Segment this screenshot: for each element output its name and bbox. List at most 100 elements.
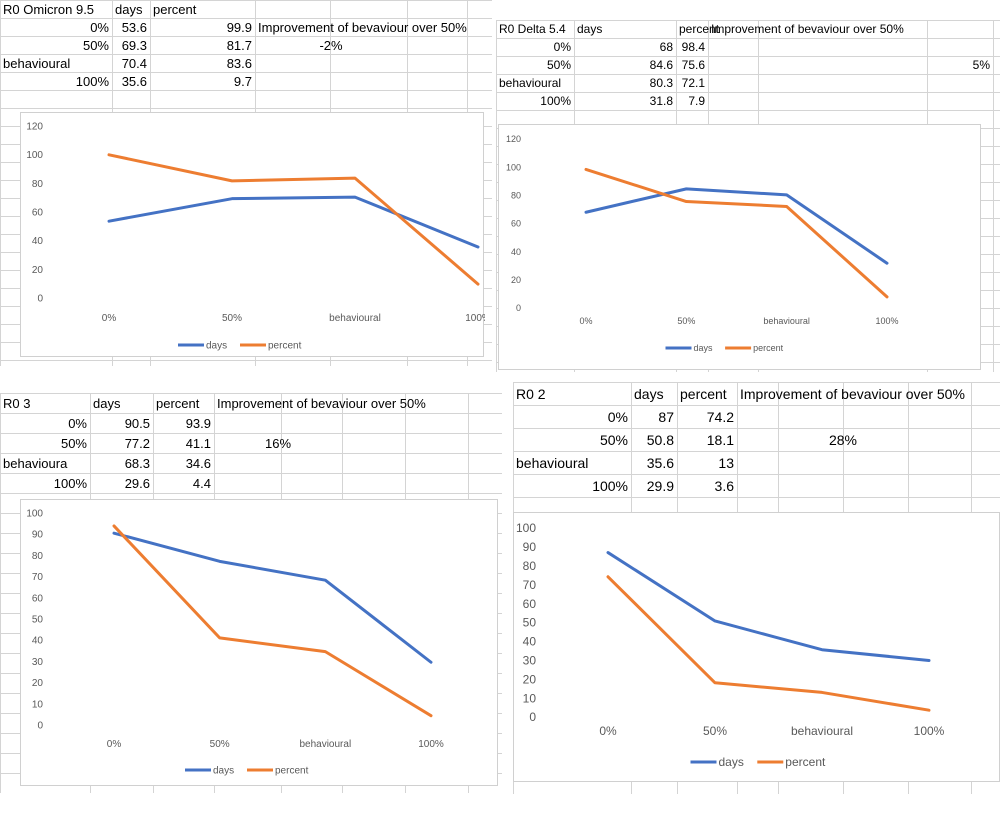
y-tick-label: 120 xyxy=(26,122,43,133)
row-label: 100% xyxy=(75,74,109,89)
col-header-days: days xyxy=(577,22,603,36)
legend-label-days: days xyxy=(694,343,714,353)
row-label: 0% xyxy=(68,416,87,431)
y-tick-label: 80 xyxy=(523,559,537,573)
series-line-days[interactable] xyxy=(107,195,480,249)
improvement-note: Improvement of bevaviour over 50% xyxy=(258,20,467,35)
row-label: 100% xyxy=(592,478,628,494)
cell-percent: 99.9 xyxy=(226,20,252,35)
y-tick-label: 120 xyxy=(506,134,521,144)
cell-days: 29.9 xyxy=(646,478,674,494)
col-header-days: days xyxy=(115,2,143,17)
cell-percent: 98.4 xyxy=(681,40,705,54)
y-tick-label: 20 xyxy=(32,265,44,276)
cell-percent: 3.6 xyxy=(714,478,734,494)
legend-label-percent: percent xyxy=(753,343,784,353)
row-label: behavioural xyxy=(516,455,589,471)
table-title: R0 Omicron 9.5 xyxy=(3,2,95,17)
improvement-note: Improvement of bevaviour over 50% xyxy=(740,386,965,402)
legend-label-percent: percent xyxy=(785,755,826,769)
line-chart[interactable]: 0 20 40 60 80 100 120 0% 50% behavioural 100% days p… xyxy=(20,112,485,357)
y-tick-label: 40 xyxy=(32,636,44,647)
legend-label-days: days xyxy=(719,755,744,769)
cell-percent: 72.1 xyxy=(681,76,705,90)
x-category-label: 50% xyxy=(677,316,695,326)
y-tick-label: 0 xyxy=(529,710,536,724)
cell-days: 35.6 xyxy=(121,74,147,89)
cell-days: 35.6 xyxy=(646,455,674,471)
legend-label-percent: percent xyxy=(268,341,302,352)
cell-percent: 13 xyxy=(718,455,734,471)
y-tick-label: 80 xyxy=(511,190,521,200)
cell-percent: 83.6 xyxy=(226,56,252,71)
y-tick-label: 60 xyxy=(511,219,521,229)
series-line-days[interactable] xyxy=(112,531,433,664)
series-line-percent[interactable] xyxy=(112,524,433,718)
legend-label-percent: percent xyxy=(275,766,309,777)
x-category-label: 0% xyxy=(102,313,117,324)
row-label: 100% xyxy=(53,476,87,491)
x-category-label: 100% xyxy=(875,316,898,326)
cell-days: 31.8 xyxy=(649,94,673,108)
x-category-label: 100% xyxy=(914,724,945,738)
cell-days: 68.3 xyxy=(124,456,150,471)
y-tick-label: 40 xyxy=(32,236,44,247)
cell-days: 84.6 xyxy=(649,58,673,72)
legend-label-days: days xyxy=(213,766,234,777)
improvement-note: Improvement of bevaviour over 50% xyxy=(217,396,426,411)
chart-svg: 0 10 20 30 40 50 60 70 80 90 100 0% 50% behavioural 10… xyxy=(516,521,945,769)
y-tick-label: 0 xyxy=(37,721,43,732)
col-header-percent: percent xyxy=(679,22,720,36)
cell-days: 53.6 xyxy=(121,20,147,35)
cell-days: 77.2 xyxy=(124,436,150,451)
cell-days: 69.3 xyxy=(121,38,147,53)
improvement-value: -2% xyxy=(319,38,343,53)
y-tick-label: 0 xyxy=(516,303,521,313)
y-tick-label: 20 xyxy=(523,672,537,686)
col-header-days: days xyxy=(634,386,664,402)
chart-svg: 0 20 40 60 80 100 120 0% 50% behavioural 100% days p… xyxy=(506,134,899,353)
x-category-label: 0% xyxy=(579,316,592,326)
cell-days: 80.3 xyxy=(649,76,673,90)
line-chart[interactable]: 0 10 20 30 40 50 60 70 80 90 100 0% 50% behavioural 10… xyxy=(513,512,1000,782)
improvement-value: 5% xyxy=(972,58,990,72)
y-tick-label: 30 xyxy=(523,654,537,668)
cell-days: 90.5 xyxy=(124,416,150,431)
cell-percent: 74.2 xyxy=(706,409,734,425)
series-line-percent[interactable] xyxy=(584,167,889,299)
cell-days: 50.8 xyxy=(646,432,674,448)
table-title: R0 Delta 5.4 xyxy=(499,22,566,36)
cell-percent: 18.1 xyxy=(706,432,734,448)
row-label: behavioural xyxy=(3,56,71,71)
x-category-label: behavioural xyxy=(763,316,810,326)
row-label: behavioura xyxy=(3,456,68,471)
col-header-percent: percent xyxy=(153,2,197,17)
y-tick-label: 70 xyxy=(32,572,44,583)
y-tick-label: 60 xyxy=(523,597,537,611)
y-tick-label: 10 xyxy=(32,699,44,710)
cell-days: 70.4 xyxy=(121,56,147,71)
y-tick-label: 20 xyxy=(32,678,44,689)
cell-percent: 41.1 xyxy=(185,436,211,451)
series-line-percent[interactable] xyxy=(606,575,931,712)
improvement-value: 28% xyxy=(828,432,858,448)
cell-days: 68 xyxy=(659,40,673,54)
omicron-panel: R0 Omicron 9.5 days percent Improvement of … xyxy=(0,0,492,366)
line-chart[interactable]: 0 10 20 30 40 50 60 70 80 90 100 0% 50% behavioural 10… xyxy=(20,499,498,786)
row-label: 0% xyxy=(607,409,628,425)
x-category-label: 0% xyxy=(599,724,617,738)
series-line-percent[interactable] xyxy=(107,153,480,286)
y-tick-label: 40 xyxy=(523,635,537,649)
row-label: 100% xyxy=(540,94,571,108)
row-label: 50% xyxy=(82,38,109,53)
y-tick-label: 100 xyxy=(26,509,43,520)
series-line-days[interactable] xyxy=(606,551,931,662)
series-line-days[interactable] xyxy=(584,187,889,265)
y-tick-label: 0 xyxy=(37,294,43,305)
row-label: 50% xyxy=(546,58,571,72)
row-label: behavioural xyxy=(499,76,562,90)
cell-percent: 75.6 xyxy=(681,58,705,72)
row-label: 0% xyxy=(90,20,109,35)
improvement-value: 16% xyxy=(264,436,292,451)
line-chart[interactable]: 0 20 40 60 80 100 120 0% 50% behavioural 100% days p… xyxy=(498,124,981,370)
